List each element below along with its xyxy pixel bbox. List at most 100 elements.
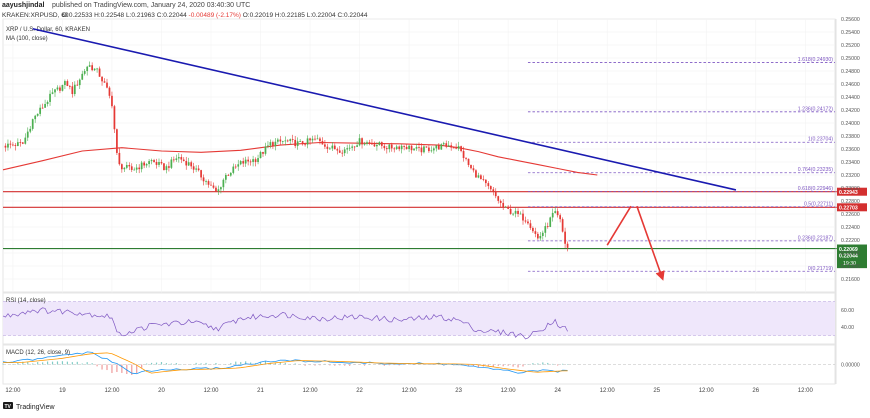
- candle-body: [116, 129, 118, 153]
- candle-body: [480, 175, 482, 180]
- x-tick-label: 19: [59, 388, 66, 394]
- x-tick-label: 12:00: [203, 388, 219, 394]
- fib-label: 1.618(0.24930): [798, 57, 833, 63]
- x-tick-label: 12:00: [402, 388, 418, 394]
- candle-body: [61, 85, 64, 91]
- x-tick-label: 12:00: [600, 388, 616, 394]
- ohlc-item: O:0.22019: [243, 12, 275, 19]
- ohlc-item: H:0.22185: [275, 12, 307, 19]
- candle-body: [168, 166, 170, 168]
- resistance-lower-tag: [837, 203, 867, 212]
- fib-label: 1.236(0.24172): [798, 106, 833, 112]
- candle-body: [259, 152, 262, 159]
- candle-body: [106, 82, 108, 88]
- candle-body: [437, 145, 440, 150]
- candle-body: [314, 138, 316, 140]
- candle-body: [276, 139, 279, 142]
- candle-body: [249, 161, 252, 163]
- candle-body: [182, 159, 185, 161]
- candle-body: [51, 92, 54, 94]
- rsi-line: [2, 307, 568, 340]
- candle-body: [395, 146, 398, 150]
- candle-body: [78, 79, 81, 86]
- candle-body: [29, 128, 32, 132]
- candle-body: [358, 138, 361, 146]
- candle-body: [202, 177, 205, 182]
- published-info: published on TradingView.com, January 24…: [52, 2, 250, 9]
- candle-body: [435, 145, 438, 149]
- candle-body: [487, 183, 490, 187]
- x-tick-label: 12:00: [699, 388, 715, 394]
- candle-body: [541, 232, 544, 237]
- candle-body: [380, 142, 383, 146]
- y-tick-label: 0.23200: [841, 173, 860, 179]
- candle-body: [9, 143, 12, 145]
- x-tick-label: 22: [356, 388, 363, 394]
- candle-body: [200, 170, 202, 178]
- candle-body: [324, 144, 326, 147]
- candle-body: [413, 148, 415, 151]
- candle-body: [88, 65, 91, 67]
- candle-body: [190, 162, 193, 167]
- candle-body: [376, 144, 378, 147]
- candle-body: [264, 146, 267, 154]
- candle-body: [457, 146, 460, 149]
- candle-body: [16, 142, 19, 147]
- candle-body: [207, 181, 210, 185]
- candle-body: [425, 146, 428, 148]
- y-tick-label: 0.25200: [841, 43, 860, 49]
- candle-body: [432, 148, 435, 151]
- candle-body: [566, 243, 569, 248]
- candle-body: [455, 147, 458, 149]
- candle-body: [66, 81, 69, 86]
- ohlc-item: C:0.22044: [337, 12, 367, 19]
- candle-body: [4, 145, 7, 148]
- x-tick-label: 12:00: [5, 388, 21, 394]
- candle-body: [113, 106, 116, 130]
- candle-body: [296, 141, 299, 147]
- candle-body: [257, 158, 259, 163]
- y-tick-label: 0.25000: [841, 56, 860, 62]
- candle-body: [26, 131, 29, 138]
- x-tick-label: 24: [554, 388, 561, 394]
- candle-body: [430, 150, 433, 152]
- y-tick-label: 0.24800: [841, 69, 860, 75]
- candle-body: [385, 148, 388, 150]
- y-tick-label: 0.22000: [841, 251, 860, 257]
- candle-body: [393, 148, 396, 150]
- candle-body: [24, 137, 27, 144]
- y-tick-label: 0.22400: [841, 225, 860, 231]
- candle-body: [321, 141, 324, 145]
- candle-body: [7, 143, 9, 148]
- candle-body: [187, 162, 190, 166]
- candle-body: [148, 161, 150, 165]
- candle-body: [368, 142, 371, 144]
- bar-countdown: 19:30: [843, 261, 856, 267]
- rsi-band: [3, 301, 835, 336]
- y-tick-label: 0.23000: [841, 186, 860, 192]
- ma-indicator-label: MA (100, close): [6, 36, 48, 42]
- fib-label: 1(0.23704): [808, 137, 833, 143]
- candle-body: [400, 145, 403, 150]
- ohlc-values: O:0.22533 H:0.22548 L:0.21963 C:0.22044 …: [62, 12, 368, 19]
- y-tick-label: 0.25600: [841, 17, 860, 23]
- candle-body: [304, 144, 306, 146]
- candle-body: [462, 150, 465, 159]
- x-tick-label: 20: [158, 388, 165, 394]
- candle-body: [12, 144, 14, 146]
- y-tick-label: 0.23400: [841, 160, 860, 166]
- footer: TV TradingView: [3, 402, 55, 411]
- candle-body: [470, 164, 472, 169]
- y-tick-label: 0.23600: [841, 147, 860, 153]
- candle-body: [286, 140, 289, 142]
- candle-body: [185, 160, 188, 166]
- candle-body: [415, 147, 418, 149]
- candle-body: [73, 84, 76, 95]
- candle-body: [507, 206, 510, 209]
- candle-body: [544, 226, 547, 233]
- candle-body: [101, 76, 103, 82]
- candle-body: [215, 187, 217, 192]
- candle-body: [371, 142, 373, 145]
- candle-body: [306, 138, 309, 145]
